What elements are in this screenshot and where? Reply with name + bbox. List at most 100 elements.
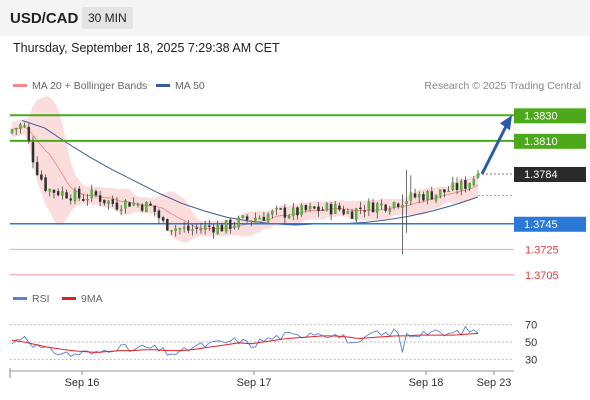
level-tag-1.3745 [514,216,586,232]
candles [10,122,480,255]
legend-rsi-9ma: 9MA [62,293,103,305]
candle-body [191,229,194,231]
candle-body [359,207,362,210]
candle-body [279,208,282,210]
candle-body [371,202,375,213]
candle-body [161,217,165,221]
candle-body [355,208,358,221]
candle-body [401,204,404,208]
rsi-panel: 70 50 30 [10,320,537,366]
candle-body [329,203,333,215]
candle-body [317,206,320,212]
candle-body [157,210,161,219]
legend-label-ma20: MA 20 + Bollinger Bands [32,80,148,92]
candle-body [124,200,127,209]
projection-arrow-head [500,115,512,131]
candle-body [182,227,186,229]
candle-body [346,211,350,214]
candle-body [149,203,152,206]
candle-body [203,225,207,230]
candle-body [455,182,459,190]
candle-body [170,230,173,232]
candle-body [250,220,253,222]
candle-body [434,194,438,201]
candle-body [174,228,177,232]
candle-body [216,224,219,234]
candle-body [14,128,18,130]
level-tag-text-last: 1.3784 [524,169,558,181]
candle-body [220,224,224,232]
candle-body [86,199,89,201]
candle-body [195,227,198,229]
candle-body [342,209,345,215]
symbol-title[interactable]: USD/CAD [10,10,79,27]
level-tag-1.3830 [514,108,586,124]
rsi-tick-70: 70 [525,320,537,332]
candle-body [292,207,295,216]
moving-average-lines [11,119,479,230]
candle-body [275,207,278,210]
legend-rsi: RSI [13,293,50,305]
x-tick-label: Sep 17 [237,377,272,389]
candle-body [73,190,77,202]
x-tick-label: Sep 18 [409,377,444,389]
candle-body [77,188,81,199]
rsi-line [11,325,479,357]
candle-body [82,198,85,201]
level-labels: 1.3830 1.3810 1.3784 1.3745 1.3725 1.3705 [514,108,586,282]
candle-body [468,183,471,189]
level-tag-1.3810 [514,133,586,149]
legend-label-9ma: 9MA [81,293,103,305]
candle-body [472,179,476,186]
candle-body [90,189,94,199]
projection-arrow [480,115,512,175]
candle-body [208,225,211,227]
legend-swatch-9ma [62,296,76,300]
candle-body [430,191,434,200]
candle-body [94,191,98,196]
timeframe-selector[interactable]: 30 MIN [82,7,133,29]
rsi-9ma-line [11,332,479,353]
candle-body [115,202,119,210]
level-tag-text-1.3725: 1.3725 [525,244,559,256]
candle-body [241,215,245,218]
candle-body [426,191,429,200]
candle-body [229,219,232,229]
candle-body [422,194,425,201]
candle-body [48,189,52,192]
candle-body [98,195,102,202]
candle-body [304,205,308,211]
level-tag-text-1.3810: 1.3810 [524,136,558,148]
candle-body [271,210,274,215]
candle-body [459,181,463,191]
candle-body [447,190,450,193]
x-tick-label: Sep 23 [477,377,512,389]
candle-body [103,199,106,204]
rsi-tick-50: 50 [525,337,537,349]
candle-body [132,202,135,206]
candle-body [61,191,64,196]
candle-body [69,198,73,201]
chart-timestamp: Thursday, September 18, 2025 7:29:38 AM … [13,41,280,55]
candle-body [384,204,387,211]
candle-body [325,203,329,211]
candle-body [392,202,396,208]
candle-body [388,209,392,212]
level-tag-last [514,167,586,182]
candle-body [321,209,324,211]
candle-body [334,204,337,214]
candle-body [254,218,257,221]
candle-body [19,124,22,129]
candle-body [56,191,60,196]
candle-body [409,192,413,201]
legend-ma20-bollinger: MA 20 + Bollinger Bands [13,80,147,92]
research-credit: Research © 2025 Trading Central [424,80,581,92]
candle-body [23,125,26,127]
candle-body [245,216,249,220]
candle-body [464,179,467,189]
candle-body [443,189,446,193]
candle-body [31,142,35,163]
candle-body [65,192,68,199]
candle-body [308,205,312,210]
